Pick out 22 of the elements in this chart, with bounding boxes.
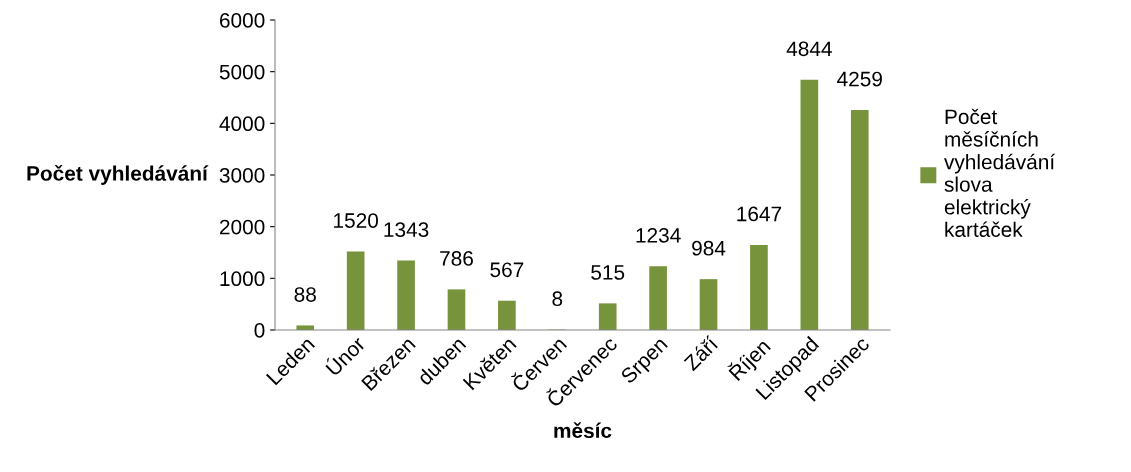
- data-label: 1520: [334, 213, 379, 228]
- data-label: 1343: [384, 222, 429, 238]
- data-label: 786: [440, 251, 473, 266]
- data-label: 567: [490, 262, 524, 278]
- y-tick-label: 0: [254, 323, 265, 338]
- data-label: 515: [591, 265, 625, 280]
- y-tick-label: 5000: [219, 64, 265, 80]
- legend-label: Počet měsíčních vyhledávání slova elektrický kartáček: [944, 108, 1056, 237]
- y-tick-label: 3000: [219, 168, 265, 183]
- x-axis-title: měsíc: [554, 422, 612, 439]
- data-label: 984: [692, 240, 726, 256]
- data-label: 4844: [786, 41, 832, 57]
- y-tick-label: 4000: [219, 116, 265, 132]
- data-label: 8: [552, 291, 563, 307]
- y-axis-title: Počet vyhledávání: [27, 165, 209, 185]
- data-label: 4259: [837, 71, 882, 87]
- data-label: 1234: [636, 227, 681, 243]
- y-tick-label: 1000: [220, 271, 265, 287]
- data-label: 88: [294, 287, 316, 302]
- y-tick-label: 2000: [219, 219, 265, 235]
- data-label: 1647: [737, 206, 782, 222]
- y-tick-label: 6000: [219, 13, 265, 28]
